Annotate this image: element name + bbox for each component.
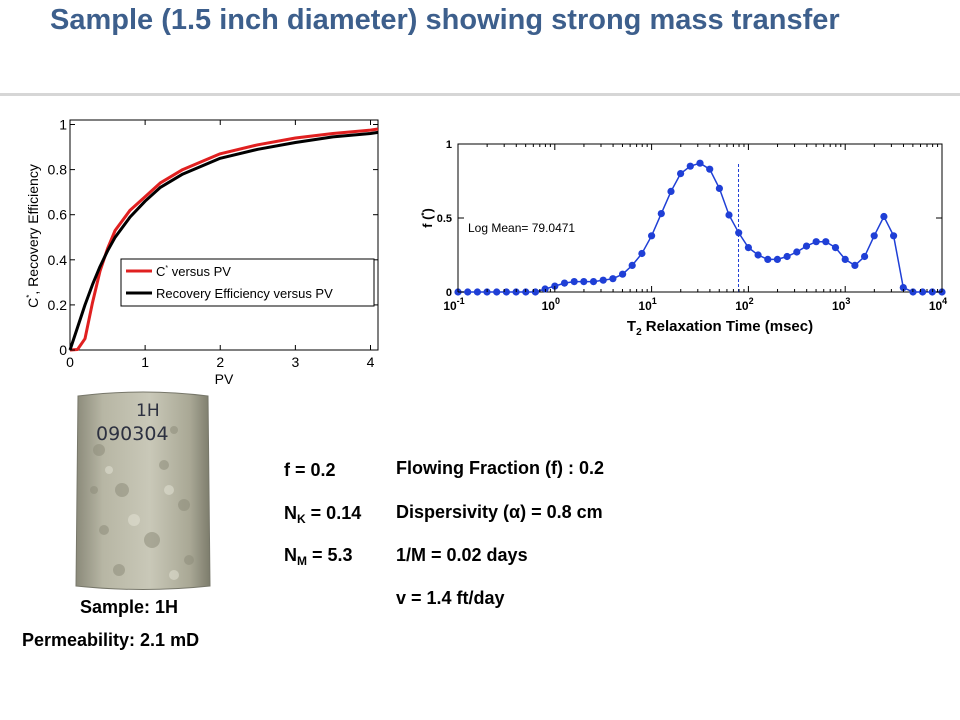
param-nm: NM = 5.3 [284,545,353,568]
t2-data-point [754,251,762,259]
legend-re-label: Recovery Efficiency versus PV [156,286,333,301]
y-tick-label: 0 [59,342,67,358]
t2-data-point [890,232,898,240]
x-tick-label: 101 [638,296,656,313]
t2-data-point [541,285,549,293]
photo-label-line2: 090304 [96,423,169,445]
t2-data-point [735,229,743,237]
t2-data-point [589,278,598,286]
t2-distribution-chart: 10-1 100 101 102 103 104 0 0.5 1 Log Mean= 79.04… [420,139,947,338]
x-tick-label: 1 [141,354,149,370]
y-tick-label: 0.5 [437,213,452,225]
breakthrough-chart: 0 1 2 3 4 0 0.2 0.4 0.6 0.8 1 C*, Recovery Efficie… [25,117,379,387]
c-star-series-line [69,127,379,352]
breakthrough-chart-legend: C* versus PV Recovery Efficiency versus … [120,258,375,307]
t2-data-point [560,279,569,287]
t2-data-point [841,255,849,263]
breakthrough-chart-ylabel: C*, Recovery Efficiency [25,164,41,308]
t2-data-point [493,288,501,296]
t2-chart-xlabel: T2 Relaxation Time (msec) [627,318,813,338]
y-tick-label: 0.2 [48,297,68,313]
t2-data-point [870,232,878,240]
result-velocity: v = 1.4 ft/day [396,588,505,608]
slide-title: Sample (1.5 inch diameter) showing stron… [50,4,840,36]
title-divider [0,93,960,96]
t2-chart-series [454,159,946,296]
t2-data-point [783,252,791,261]
x-tick-label: 100 [542,296,560,313]
t2-data-point [473,288,481,296]
param-f: f = 0.2 [284,460,336,480]
t2-data-point [715,184,723,192]
t2-data-point [570,278,578,286]
y-tick-label: 1 [59,117,67,133]
t2-data-point [580,278,588,286]
t2-data-point [861,252,869,261]
y-tick-label: 0 [446,287,452,299]
breakthrough-chart-xlabel: PV [215,371,234,387]
t2-data-point [667,187,675,195]
core-sample-photo: 1H 090304 [74,390,212,591]
t2-data-point [677,170,685,178]
x-tick-label: 10-1 [443,296,464,313]
y-tick-label: 0.6 [48,207,68,223]
t2-data-point [851,261,859,269]
t2-chart-annotation: Log Mean= 79.0471 [468,221,575,235]
sample-caption: Sample: 1H [80,597,179,617]
t2-data-point [686,162,694,170]
t2-data-point [706,165,714,173]
t2-data-point [599,276,607,284]
t2-data-point [657,210,665,218]
x-tick-label: 4 [367,354,375,370]
y-tick-label: 0.8 [48,162,68,178]
t2-data-point [648,232,656,240]
t2-data-point [831,244,840,252]
t2-data-point [812,238,820,246]
x-tick-label: 104 [929,296,947,313]
t2-data-point [793,248,801,256]
param-nk: NK = 0.14 [284,503,362,526]
t2-data-point [619,270,627,278]
recovery-efficiency-series-line [68,130,379,351]
x-tick-label: 0 [66,354,74,370]
result-flowing-fraction: Flowing Fraction (f) : 0.2 [396,458,604,478]
t2-data-point [464,288,472,296]
t2-data-point [725,211,733,219]
t2-data-point [764,255,772,263]
breakthrough-chart-ticks: 0 1 2 3 4 0 0.2 0.4 0.6 0.8 1 [48,117,378,370]
t2-data-point [696,159,704,167]
y-tick-label: 1 [446,139,452,151]
y-tick-label: 0.4 [48,252,68,268]
t2-data-point [802,242,811,250]
t2-data-point [638,249,646,258]
x-tick-label: 3 [291,354,299,370]
x-tick-label: 2 [216,354,224,370]
t2-data-point [899,284,907,292]
t2-chart-ylabel: f (*) [420,208,435,228]
t2-data-point [880,212,888,221]
t2-data-point [773,255,781,263]
result-dispersivity: Dispersivity (α) = 0.8 cm [396,502,603,522]
photo-label-line1: 1H [136,401,160,421]
breakthrough-chart-series [68,127,379,352]
t2-data-point [822,238,830,246]
permeability-caption: Permeability: 2.1 mD [22,630,200,650]
legend-c-label: C* versus PV [156,264,231,279]
t2-chart-ticks: 10-1 100 101 102 103 104 0 0.5 1 [437,139,947,313]
t2-data-point [628,261,636,269]
x-tick-label: 103 [832,296,850,313]
result-one-over-m: 1/M = 0.02 days [396,545,528,565]
x-tick-label: 102 [735,296,753,313]
t2-data-point [609,275,617,283]
t2-data-point [744,244,752,252]
